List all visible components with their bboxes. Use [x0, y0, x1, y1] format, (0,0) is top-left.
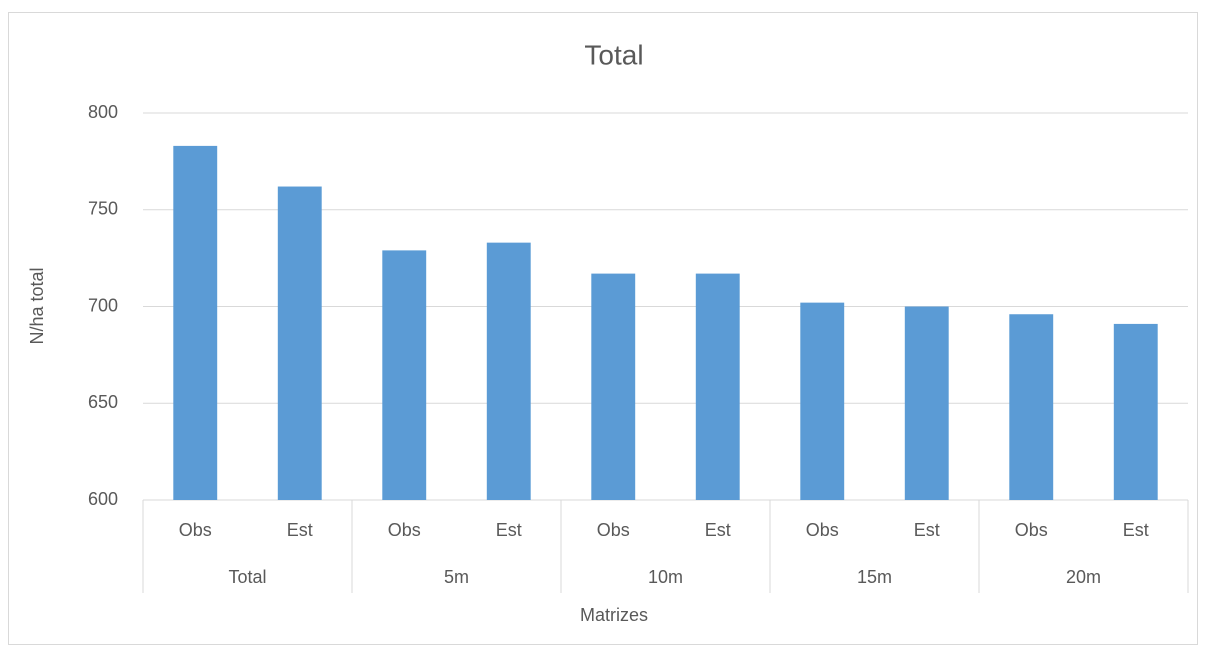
group-label: 20m [1066, 567, 1101, 587]
x-tick-label: Est [496, 520, 522, 540]
group-label: Total [228, 567, 266, 587]
bar [382, 250, 427, 500]
y-axis-title: N/ha total [27, 267, 47, 344]
bar [1113, 323, 1158, 500]
y-tick-label: 750 [88, 199, 118, 219]
group-label: 10m [648, 567, 683, 587]
y-tick-label: 600 [88, 489, 118, 509]
chart-title: Total [584, 39, 643, 70]
bar [591, 273, 636, 500]
y-tick-label: 800 [88, 102, 118, 122]
bar [800, 302, 845, 500]
x-tick-label: Est [1123, 520, 1149, 540]
bar [277, 186, 322, 500]
x-tick-label: Obs [179, 520, 212, 540]
bar [173, 145, 218, 500]
bar [904, 306, 949, 500]
x-tick-label: Obs [597, 520, 630, 540]
x-axis-title: Matrizes [580, 605, 648, 625]
y-tick-label: 700 [88, 295, 118, 315]
group-label: 15m [857, 567, 892, 587]
bar [1009, 314, 1054, 500]
x-tick-label: Est [287, 520, 313, 540]
x-tick-label: Est [914, 520, 940, 540]
bar [486, 242, 531, 500]
x-tick-label: Est [705, 520, 731, 540]
x-tick-label: Obs [388, 520, 421, 540]
x-tick-label: Obs [806, 520, 839, 540]
group-label: 5m [444, 567, 469, 587]
bar [695, 273, 740, 500]
x-tick-label: Obs [1015, 520, 1048, 540]
y-tick-label: 650 [88, 392, 118, 412]
